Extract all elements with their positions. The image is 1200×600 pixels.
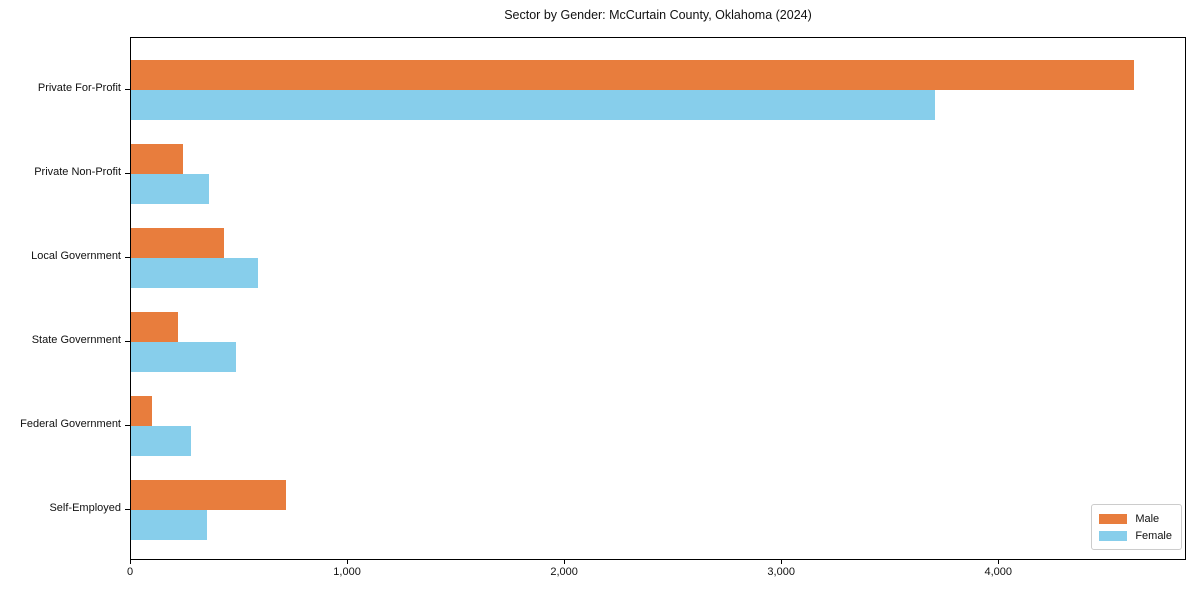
male-legend-label: Male	[1135, 512, 1160, 525]
male-legend-swatch-icon	[1099, 513, 1128, 524]
y-tick-private-for-profit	[125, 89, 130, 90]
y-label-federal-government: Federal Government	[20, 418, 121, 430]
x-tick-4-000	[997, 560, 999, 564]
y-tick-federal-government	[125, 425, 130, 426]
female-legend-label: Female	[1135, 529, 1172, 542]
bar-male-private-for-profit	[131, 60, 1135, 90]
bar-female-private-for-profit	[131, 90, 935, 120]
female-legend-swatch-icon	[1099, 530, 1128, 541]
y-label-local-government: Local Government	[31, 250, 121, 262]
y-tick-local-government	[125, 257, 130, 258]
x-tick-3-000	[780, 560, 782, 564]
bar-female-self-employed	[131, 510, 207, 540]
y-tick-state-government	[125, 341, 130, 342]
bar-female-federal-government	[131, 426, 191, 456]
y-label-private-non-profit: Private Non-Profit	[34, 166, 121, 178]
x-label-4-000: 4,000	[984, 566, 1012, 578]
x-tick-2-000	[563, 560, 565, 564]
bar-male-federal-government	[131, 396, 152, 426]
legend-entry-female: Female	[1099, 527, 1172, 544]
bar-male-local-government	[131, 228, 225, 258]
y-tick-self-employed	[125, 509, 130, 510]
x-label-2-000: 2,000	[550, 566, 578, 578]
bar-female-local-government	[131, 258, 258, 288]
y-label-self-employed: Self-Employed	[49, 502, 121, 514]
bar-female-state-government	[131, 342, 237, 372]
x-label-0: 0	[126, 566, 134, 578]
bar-male-self-employed	[131, 480, 286, 510]
bar-male-private-non-profit	[131, 144, 183, 174]
x-label-1-000: 1,000	[333, 566, 361, 578]
y-tick-private-non-profit	[125, 173, 130, 174]
x-label-3-000: 3,000	[767, 566, 795, 578]
legend-entry-male: Male	[1099, 510, 1172, 527]
x-tick-0	[129, 560, 131, 564]
x-tick-1-000	[346, 560, 348, 564]
plot-area: Male Female	[130, 37, 1186, 560]
y-label-state-government: State Government	[31, 334, 121, 346]
legend: Male Female	[1091, 504, 1182, 550]
chart-title: Sector by Gender: McCurtain County, Okla…	[504, 8, 812, 22]
bar-male-state-government	[131, 312, 178, 342]
y-label-private-for-profit: Private For-Profit	[37, 82, 121, 94]
bar-female-private-non-profit	[131, 174, 209, 204]
